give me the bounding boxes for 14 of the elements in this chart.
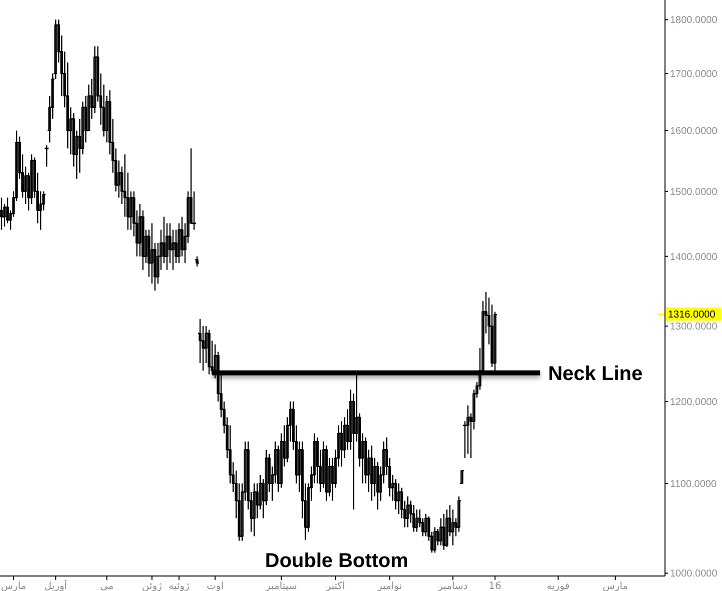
- y-tick-label: 1700.0000: [670, 69, 718, 80]
- x-tick-label: 16: [488, 581, 502, 591]
- y-tick-label: 1000.0000: [670, 568, 718, 580]
- y-tick-label: 1300.0000: [670, 322, 718, 333]
- y-tick-label: 1100.0000: [670, 478, 717, 490]
- annotation: Double Bottom: [265, 550, 408, 573]
- y-tick-label: 1600.0000: [670, 126, 718, 138]
- y-tick-label: 1800.0000: [670, 15, 718, 26]
- x-tick-label: می: [100, 581, 114, 591]
- series-label: Neck Line: [548, 362, 643, 385]
- ref-line-label: 1316.0000: [668, 310, 716, 321]
- y-tick-label: 1500.0000: [670, 186, 718, 198]
- y-tick-label: 1400.0000: [670, 252, 718, 263]
- y-tick-label: 1200.0000: [670, 397, 718, 408]
